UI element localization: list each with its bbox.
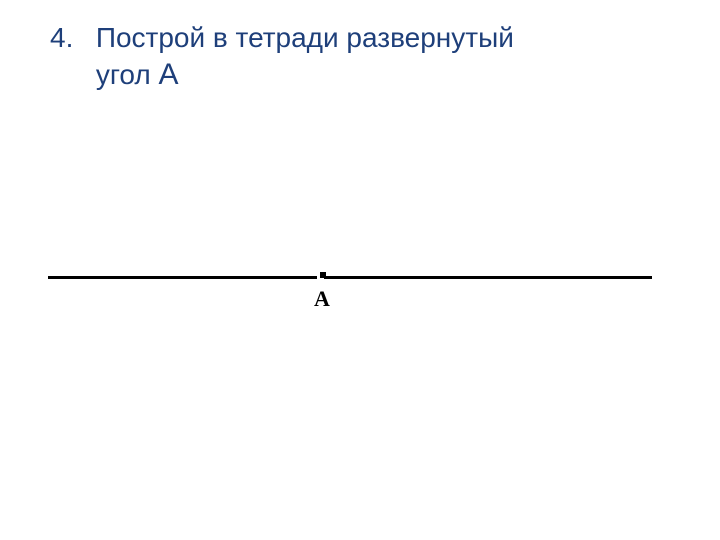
line-left-segment — [48, 276, 317, 279]
task-line1: Построй в тетради развернутый — [96, 22, 514, 54]
vertex-point — [320, 272, 326, 278]
task-block: 4. Построй в тетради развернутый угол А — [50, 22, 514, 92]
task-number: 4. — [50, 22, 73, 54]
task-line2-prefix: угол — [96, 59, 159, 90]
line-right-segment — [324, 276, 652, 279]
task-text: Построй в тетради развернутый угол А — [96, 22, 514, 92]
vertex-label: A — [314, 286, 330, 312]
angle-name: А — [158, 58, 178, 91]
task-line2: угол А — [96, 58, 514, 92]
angle-diagram: A — [0, 260, 720, 380]
